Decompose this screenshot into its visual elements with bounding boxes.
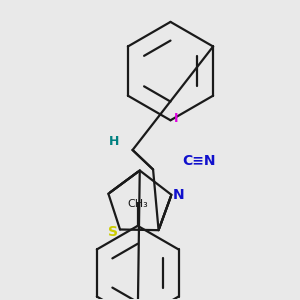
Text: S: S — [108, 224, 118, 239]
Text: H: H — [109, 135, 119, 148]
Text: C≡N: C≡N — [182, 154, 215, 168]
Text: N: N — [173, 188, 184, 202]
Text: CH₃: CH₃ — [127, 199, 148, 209]
Text: I: I — [174, 112, 178, 125]
